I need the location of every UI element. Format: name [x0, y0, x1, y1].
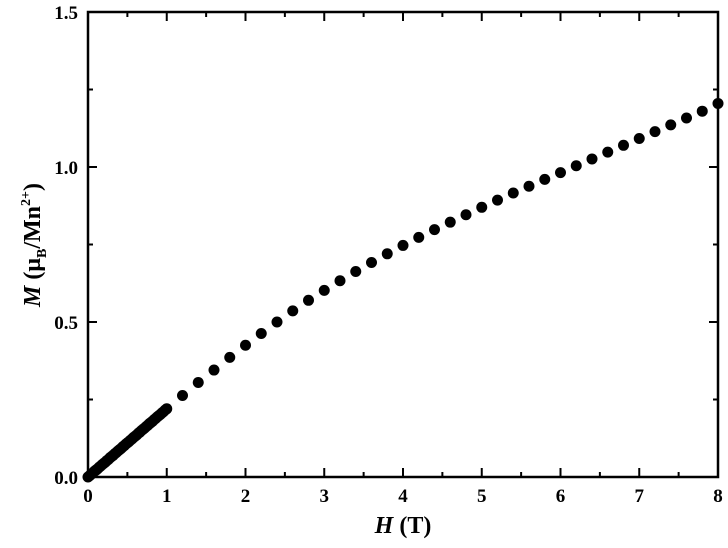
tick-labels: 0 1 2 3 4 5 6 7 8 0.0 0.5 1.0 1.5 — [54, 3, 723, 507]
data-point — [429, 224, 440, 236]
y-axis-title: M (μB/Mn2+) — [19, 183, 50, 308]
data-point — [208, 364, 220, 376]
data-point — [618, 139, 629, 151]
x-tick-label: 0 — [83, 486, 93, 507]
data-point — [303, 294, 314, 306]
data-point — [539, 173, 551, 185]
data-point — [397, 239, 409, 251]
y-tick-label: 1.5 — [54, 3, 78, 24]
y-axis-mu: μ — [20, 258, 46, 272]
data-point — [192, 376, 204, 388]
y-axis-close: ) — [20, 183, 46, 191]
y-axis-mid: /Mn — [20, 206, 46, 250]
x-tick-label: 8 — [713, 486, 723, 507]
data-point — [381, 248, 393, 260]
data-point — [555, 167, 566, 179]
x-tick-label: 1 — [162, 486, 172, 507]
y-tick-label: 0.5 — [54, 313, 78, 334]
data-point — [681, 112, 692, 124]
data-point — [492, 194, 503, 206]
x-tick-label: 4 — [398, 486, 408, 507]
data-point — [476, 201, 488, 213]
y-axis-sub: B — [35, 249, 50, 258]
data-point — [649, 126, 661, 138]
data-point — [350, 265, 362, 277]
data-point — [334, 275, 346, 287]
y-tick-label: 1.0 — [54, 158, 78, 179]
data-point — [712, 97, 724, 109]
data-point — [586, 153, 598, 165]
data-point — [570, 160, 582, 172]
y-axis-symbol: M — [20, 284, 46, 308]
data-point — [507, 187, 519, 199]
data-point — [177, 389, 188, 401]
data-point — [271, 316, 283, 328]
ticks — [87, 11, 719, 478]
x-tick-label: 3 — [320, 486, 330, 507]
x-axis-title: H (T) — [374, 513, 432, 539]
x-tick-label: 7 — [635, 486, 645, 507]
data-point — [161, 403, 173, 415]
data-points — [82, 97, 724, 483]
data-point — [523, 180, 535, 192]
data-point — [366, 256, 377, 268]
y-axis-open: ( — [20, 272, 46, 286]
data-point — [413, 231, 425, 243]
x-tick-label: 6 — [556, 486, 566, 507]
data-point — [602, 146, 614, 158]
x-tick-label: 5 — [477, 486, 487, 507]
data-point — [460, 209, 472, 221]
data-point — [255, 327, 267, 339]
y-axis-sup: 2+ — [19, 191, 34, 206]
x-tick-label: 2 — [241, 486, 251, 507]
x-axis-symbol: H — [374, 513, 395, 539]
data-point — [318, 284, 330, 296]
data-point — [696, 105, 708, 117]
x-axis-unit: (T) — [393, 513, 431, 539]
data-point — [287, 305, 299, 317]
y-tick-label: 0.0 — [54, 468, 78, 489]
data-point — [665, 119, 677, 131]
data-point — [444, 216, 456, 228]
data-point — [633, 132, 645, 144]
data-point — [224, 351, 236, 363]
data-point — [240, 339, 251, 351]
